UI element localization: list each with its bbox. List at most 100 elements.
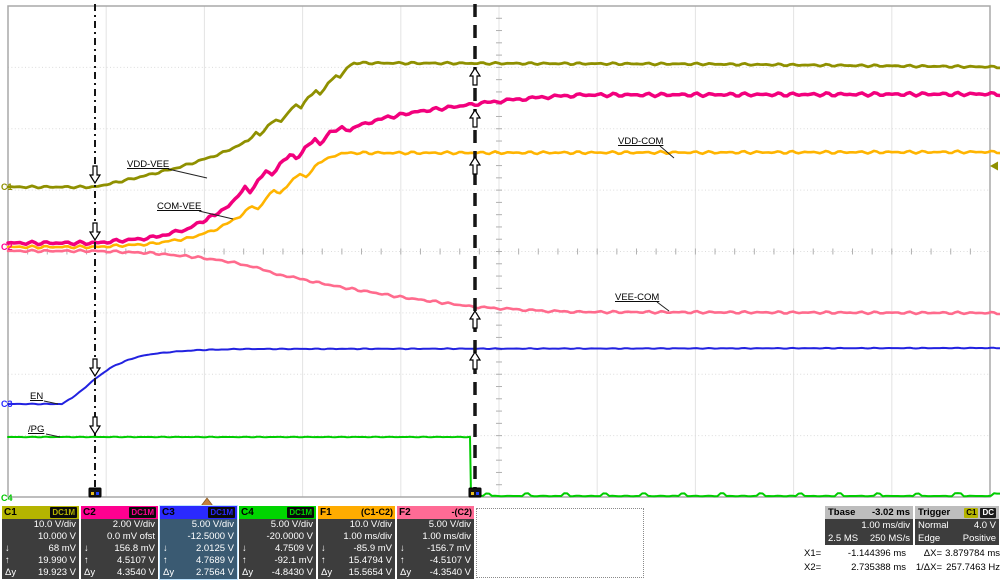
descriptor-row: Δy 4.3540 V	[81, 567, 158, 579]
cursor-handle-body[interactable]	[468, 487, 482, 498]
trigger-level: 4.0 V	[973, 520, 996, 531]
cursor-trace-marker-up-arrow[interactable]	[468, 155, 482, 175]
row-value: 15.4794 V	[348, 554, 392, 566]
cursor-readout: X1= -1.144396 ms ΔX= 3.879784 ms X2= 2.7…	[804, 547, 1000, 575]
coupling-badge: DC1M	[129, 507, 156, 518]
row-prefix: Δy	[400, 566, 412, 578]
trigger-body: Normal 4.0 V Edge Positive	[915, 519, 999, 545]
row-value: 2.00 V/div	[112, 519, 155, 530]
row-value: 0.0 mV ofst	[106, 530, 155, 542]
channel-marker-c3[interactable]: C3	[1, 399, 13, 409]
cursor-handle[interactable]	[88, 487, 102, 498]
trigger-panel[interactable]: Trigger C1 DC Normal 4.0 V Edge Positive	[915, 506, 999, 545]
channel-id-label: F2	[399, 507, 411, 518]
trigger-time-marker-icon[interactable]	[201, 497, 213, 505]
timebase-panel[interactable]: Tbase -3.02 ms 1.00 ms/div 2.5 MS 250 MS…	[825, 506, 913, 545]
channel-marker-c1[interactable]: C1	[1, 182, 13, 192]
descriptor-row: 5.00 V/div	[239, 519, 316, 531]
descriptor-row: ↓ 4.7509 V	[239, 543, 316, 555]
descriptor-row: ↓ -156.7 mV	[397, 543, 474, 555]
trigger-slope: Positive	[962, 533, 996, 544]
row-value: -85.9 mV	[353, 542, 392, 554]
row-prefix: Δy	[242, 566, 254, 578]
descriptor-header-c2[interactable]: C2 DC1M	[81, 506, 158, 519]
row-value: 10.0 V/div	[33, 519, 76, 530]
row-prefix: ↓	[5, 542, 10, 554]
descriptor-header-c3[interactable]: C3 DC1M	[160, 506, 237, 519]
channel-id-label: C2	[83, 507, 96, 518]
cursor-trace-marker-up-arrow[interactable]	[468, 309, 482, 329]
label-leader-line	[656, 301, 670, 312]
descriptor-row: Δy 19.923 V	[2, 567, 79, 579]
label-leader-line	[659, 145, 675, 159]
cursor-trace-marker-down-arrow[interactable]	[88, 416, 102, 436]
descriptor-header-f2[interactable]: F2 -(C2)	[397, 506, 474, 519]
timebase-body: 1.00 ms/div 2.5 MS 250 MS/s	[825, 519, 913, 545]
cursor-trace-marker-down-arrow[interactable]	[88, 222, 102, 242]
coupling-badge: DC1M	[208, 507, 235, 518]
descriptor-header-f1[interactable]: F1 (C1-C2)	[318, 506, 395, 519]
cursor-trace-marker-down-arrow[interactable]	[88, 165, 102, 185]
row-value: 2.0125 V	[195, 542, 234, 554]
timebase-rate: 250 MS/s	[869, 533, 910, 544]
descriptor-row: 0.0 mV ofst	[81, 531, 158, 543]
descriptor-header-c1[interactable]: C1 DC1M	[2, 506, 79, 519]
row-prefix: Δy	[163, 566, 175, 578]
trace-vdd-vee	[6, 60, 1000, 190]
timebase-scale: 1.00 ms/div	[861, 520, 910, 531]
row-value: 5.00 V/div	[270, 519, 313, 530]
label-leader-line	[43, 400, 59, 405]
trace-label-com-vee: COM-VEE	[157, 201, 201, 212]
x1-value: -1.144396 ms	[847, 548, 906, 559]
row-value: 19.923 V	[37, 566, 76, 578]
cursor-handle-dot-yellow	[471, 492, 474, 495]
cursor-trace-marker-down-arrow[interactable]	[88, 358, 102, 378]
row-prefix: ↓	[163, 542, 168, 554]
descriptor-header-c4[interactable]: C4 DC1M	[239, 506, 316, 519]
channel-marker-c4[interactable]: C4	[1, 493, 13, 503]
empty-descriptor-slot[interactable]	[476, 508, 644, 578]
descriptor-row: 1.00 ms/div	[397, 531, 474, 543]
row-prefix: ↓	[321, 542, 326, 554]
descriptor-row: ↑ 19.990 V	[2, 555, 79, 567]
cursor-trace-marker-up-arrow[interactable]	[468, 350, 482, 370]
label-leader-line	[167, 168, 208, 179]
cursor-trace-marker-up-arrow[interactable]	[468, 108, 482, 128]
descriptor-row: ↑ -4.5107 V	[397, 555, 474, 567]
cursor-handle[interactable]	[468, 487, 482, 498]
row-value: 10.000 V	[37, 530, 76, 542]
x2-label: X2=	[804, 562, 822, 573]
waveform-plot: VDD-VEE COM-VEE VDD-COM VEE-COM EN/PG C1 C2 C3 C…	[1, 4, 1000, 505]
invdx-value: 257.7463 Hz	[946, 562, 1000, 573]
channel-marker-c2[interactable]: C2	[1, 242, 13, 252]
channel-descriptor-c4[interactable]: C4 DC1M 5.00 V/div -20.0000 V ↓ 4.7509 V ↑ -92.…	[239, 506, 316, 579]
row-value: 5.00 V/div	[191, 519, 234, 530]
trigger-mode: Normal	[918, 520, 949, 531]
trigger-type: Edge	[918, 533, 941, 544]
trace-vdd-com	[6, 149, 1000, 250]
descriptor-row: ↓ -85.9 mV	[318, 543, 395, 555]
cursor-trace-marker-up-arrow[interactable]	[468, 66, 482, 86]
descriptor-row: Δy -4.3540 V	[397, 567, 474, 579]
descriptor-row: 10.0 V/div	[318, 519, 395, 531]
channel-id-label: F1	[320, 507, 332, 518]
channel-descriptor-f1[interactable]: F1 (C1-C2) 10.0 V/div 1.00 ms/div ↓ -85.9 mV ↑…	[318, 506, 395, 579]
row-value: 4.5107 V	[116, 554, 155, 566]
channel-descriptor-f2[interactable]: F2 -(C2) 5.00 V/div 1.00 ms/div ↓ -156.7 mV ↑ -…	[397, 506, 474, 579]
descriptor-row: Δy 15.5654 V	[318, 567, 395, 579]
row-prefix: Δy	[5, 566, 17, 578]
row-prefix: ↑	[321, 554, 326, 566]
trace-en	[7, 346, 1000, 406]
row-prefix: ↑	[5, 554, 10, 566]
function-source-label: (C1-C2)	[360, 507, 393, 517]
channel-descriptor-c2[interactable]: C2 DC1M 2.00 V/div 0.0 mV ofst ↓ 156.8 mV ↑ 4.5…	[81, 506, 158, 579]
descriptor-row: ↑ 4.5107 V	[81, 555, 158, 567]
descriptor-row: ↓ 2.0125 V	[160, 543, 237, 555]
cursor-handle-body[interactable]	[88, 487, 102, 498]
trigger-level-marker-icon[interactable]	[990, 161, 998, 171]
row-value: 19.990 V	[37, 554, 76, 566]
row-value: 4.3540 V	[116, 566, 155, 578]
row-value: -20.0000 V	[266, 530, 313, 542]
channel-descriptor-c3[interactable]: C3 DC1M 5.00 V/div -12.5000 V ↓ 2.0125 V ↑ 4.76…	[159, 505, 238, 580]
